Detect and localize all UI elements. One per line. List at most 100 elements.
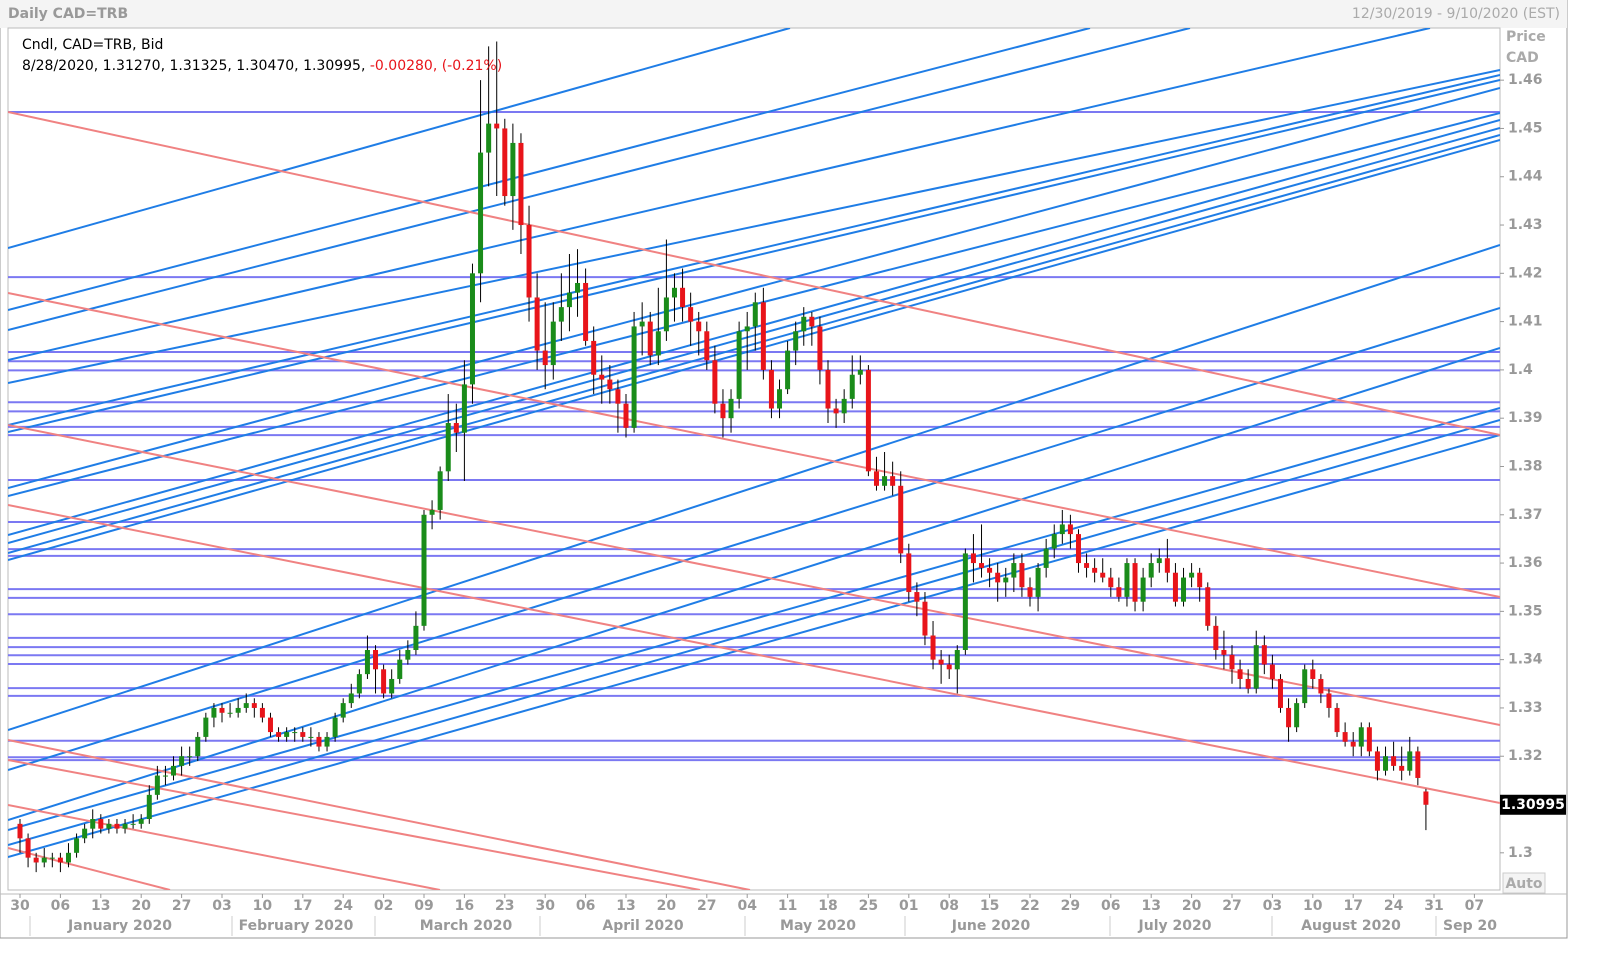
x-tick-label: 07 bbox=[1465, 898, 1484, 914]
candle-body bbox=[146, 794, 152, 820]
candle-body bbox=[405, 649, 411, 660]
trend-line bbox=[8, 847, 171, 890]
candle-body bbox=[340, 703, 346, 718]
candle-body bbox=[760, 302, 766, 370]
candle-body bbox=[469, 273, 475, 385]
month-label: January 2020 bbox=[67, 918, 172, 934]
y-tick-label: 1.35 bbox=[1508, 603, 1543, 619]
candle-body bbox=[1043, 548, 1049, 568]
candle-body bbox=[122, 823, 128, 829]
candle-body bbox=[1302, 669, 1308, 704]
header-title: Daily CAD=TRB bbox=[8, 6, 128, 22]
candles bbox=[17, 41, 1429, 873]
y-tick-label: 1.44 bbox=[1508, 169, 1543, 185]
candle-body bbox=[453, 423, 459, 433]
candle-body bbox=[1003, 577, 1009, 583]
candle-body bbox=[65, 852, 71, 863]
candle-body bbox=[736, 331, 742, 399]
candle-body bbox=[962, 553, 968, 650]
candle-body bbox=[1415, 751, 1421, 778]
candle-body bbox=[1358, 727, 1364, 747]
auto-label[interactable]: Auto bbox=[1505, 876, 1542, 892]
trend-line bbox=[8, 292, 1500, 598]
candle-body bbox=[1391, 756, 1397, 766]
candle-body bbox=[437, 471, 443, 510]
candle-body bbox=[841, 398, 847, 414]
x-tick-label: 29 bbox=[1061, 898, 1080, 914]
trend-line bbox=[8, 111, 1500, 436]
candle-body bbox=[17, 823, 23, 839]
x-tick-label: 27 bbox=[172, 898, 191, 914]
y-tick-label: 1.41 bbox=[1508, 314, 1543, 330]
x-tick-label: 03 bbox=[212, 898, 231, 914]
candle-body bbox=[162, 775, 168, 777]
x-tick-label: 17 bbox=[1343, 898, 1362, 914]
candle-body bbox=[1326, 693, 1332, 708]
trend-line bbox=[8, 28, 1191, 331]
auto-button[interactable] bbox=[1502, 872, 1546, 894]
trend-line bbox=[8, 434, 1500, 858]
candle-body bbox=[696, 321, 702, 332]
candle-body bbox=[57, 857, 63, 863]
x-tick-label: 13 bbox=[91, 898, 110, 914]
trend-line bbox=[8, 419, 1500, 846]
candle-body bbox=[25, 838, 31, 858]
candle-body bbox=[1237, 669, 1243, 679]
candle-body bbox=[114, 823, 120, 829]
candle-body bbox=[397, 659, 403, 679]
legend-change: -0.00280, (-0.21%) bbox=[370, 58, 502, 74]
candle-body bbox=[1342, 732, 1348, 742]
month-label: June 2020 bbox=[951, 918, 1031, 934]
x-tick-label: 24 bbox=[1384, 898, 1404, 914]
trend-line bbox=[8, 134, 1500, 554]
candle-body bbox=[373, 649, 379, 670]
last-price-label: 1.30995 bbox=[1501, 797, 1565, 813]
y-tick-label: 1.46 bbox=[1508, 72, 1543, 88]
candle-body bbox=[364, 649, 370, 675]
candle-body bbox=[1189, 572, 1195, 578]
candle-body bbox=[1156, 558, 1162, 564]
candle-body bbox=[300, 732, 306, 737]
candle-body bbox=[1310, 669, 1316, 679]
x-tick-label: 20 bbox=[1182, 898, 1202, 914]
candle-body bbox=[768, 369, 774, 409]
candle-body bbox=[1067, 524, 1073, 535]
candle-body bbox=[566, 292, 572, 308]
candle-body bbox=[1261, 645, 1267, 665]
y-tick-label: 1.32 bbox=[1508, 748, 1543, 764]
candle-body bbox=[865, 369, 871, 472]
candle-body bbox=[970, 553, 976, 564]
candle-body bbox=[82, 828, 88, 839]
candle-body bbox=[922, 601, 928, 636]
x-tick-label: 06 bbox=[576, 898, 595, 914]
month-label: April 2020 bbox=[602, 918, 683, 934]
x-tick-label: 22 bbox=[1020, 898, 1039, 914]
x-tick-label: 01 bbox=[899, 898, 918, 914]
trend-line bbox=[8, 759, 701, 890]
candle-body bbox=[639, 321, 645, 327]
candle-body bbox=[1399, 765, 1405, 771]
trend-line bbox=[8, 87, 1500, 489]
candle-body bbox=[979, 563, 985, 568]
x-tick-label: 20 bbox=[131, 898, 151, 914]
month-label: March 2020 bbox=[420, 918, 513, 934]
y-tick-label: 1.4 bbox=[1508, 362, 1533, 378]
candle-body bbox=[259, 707, 265, 718]
candle-body bbox=[1019, 563, 1025, 588]
candle-body bbox=[421, 514, 427, 626]
trend-line bbox=[8, 407, 1500, 831]
candle-body bbox=[1213, 625, 1219, 650]
x-tick-label: 10 bbox=[253, 898, 273, 914]
candle-body bbox=[316, 736, 322, 747]
candle-body bbox=[542, 350, 548, 366]
candle-body bbox=[494, 123, 500, 129]
candle-body bbox=[712, 360, 718, 404]
candle-body bbox=[550, 321, 556, 366]
candle-body bbox=[1132, 563, 1138, 602]
x-tick-label: 24 bbox=[333, 898, 353, 914]
candle-body bbox=[849, 374, 855, 399]
candle-body bbox=[680, 287, 686, 308]
y-tick-label: 1.37 bbox=[1508, 507, 1543, 523]
candle-body bbox=[98, 819, 104, 829]
candle-body bbox=[575, 282, 581, 293]
